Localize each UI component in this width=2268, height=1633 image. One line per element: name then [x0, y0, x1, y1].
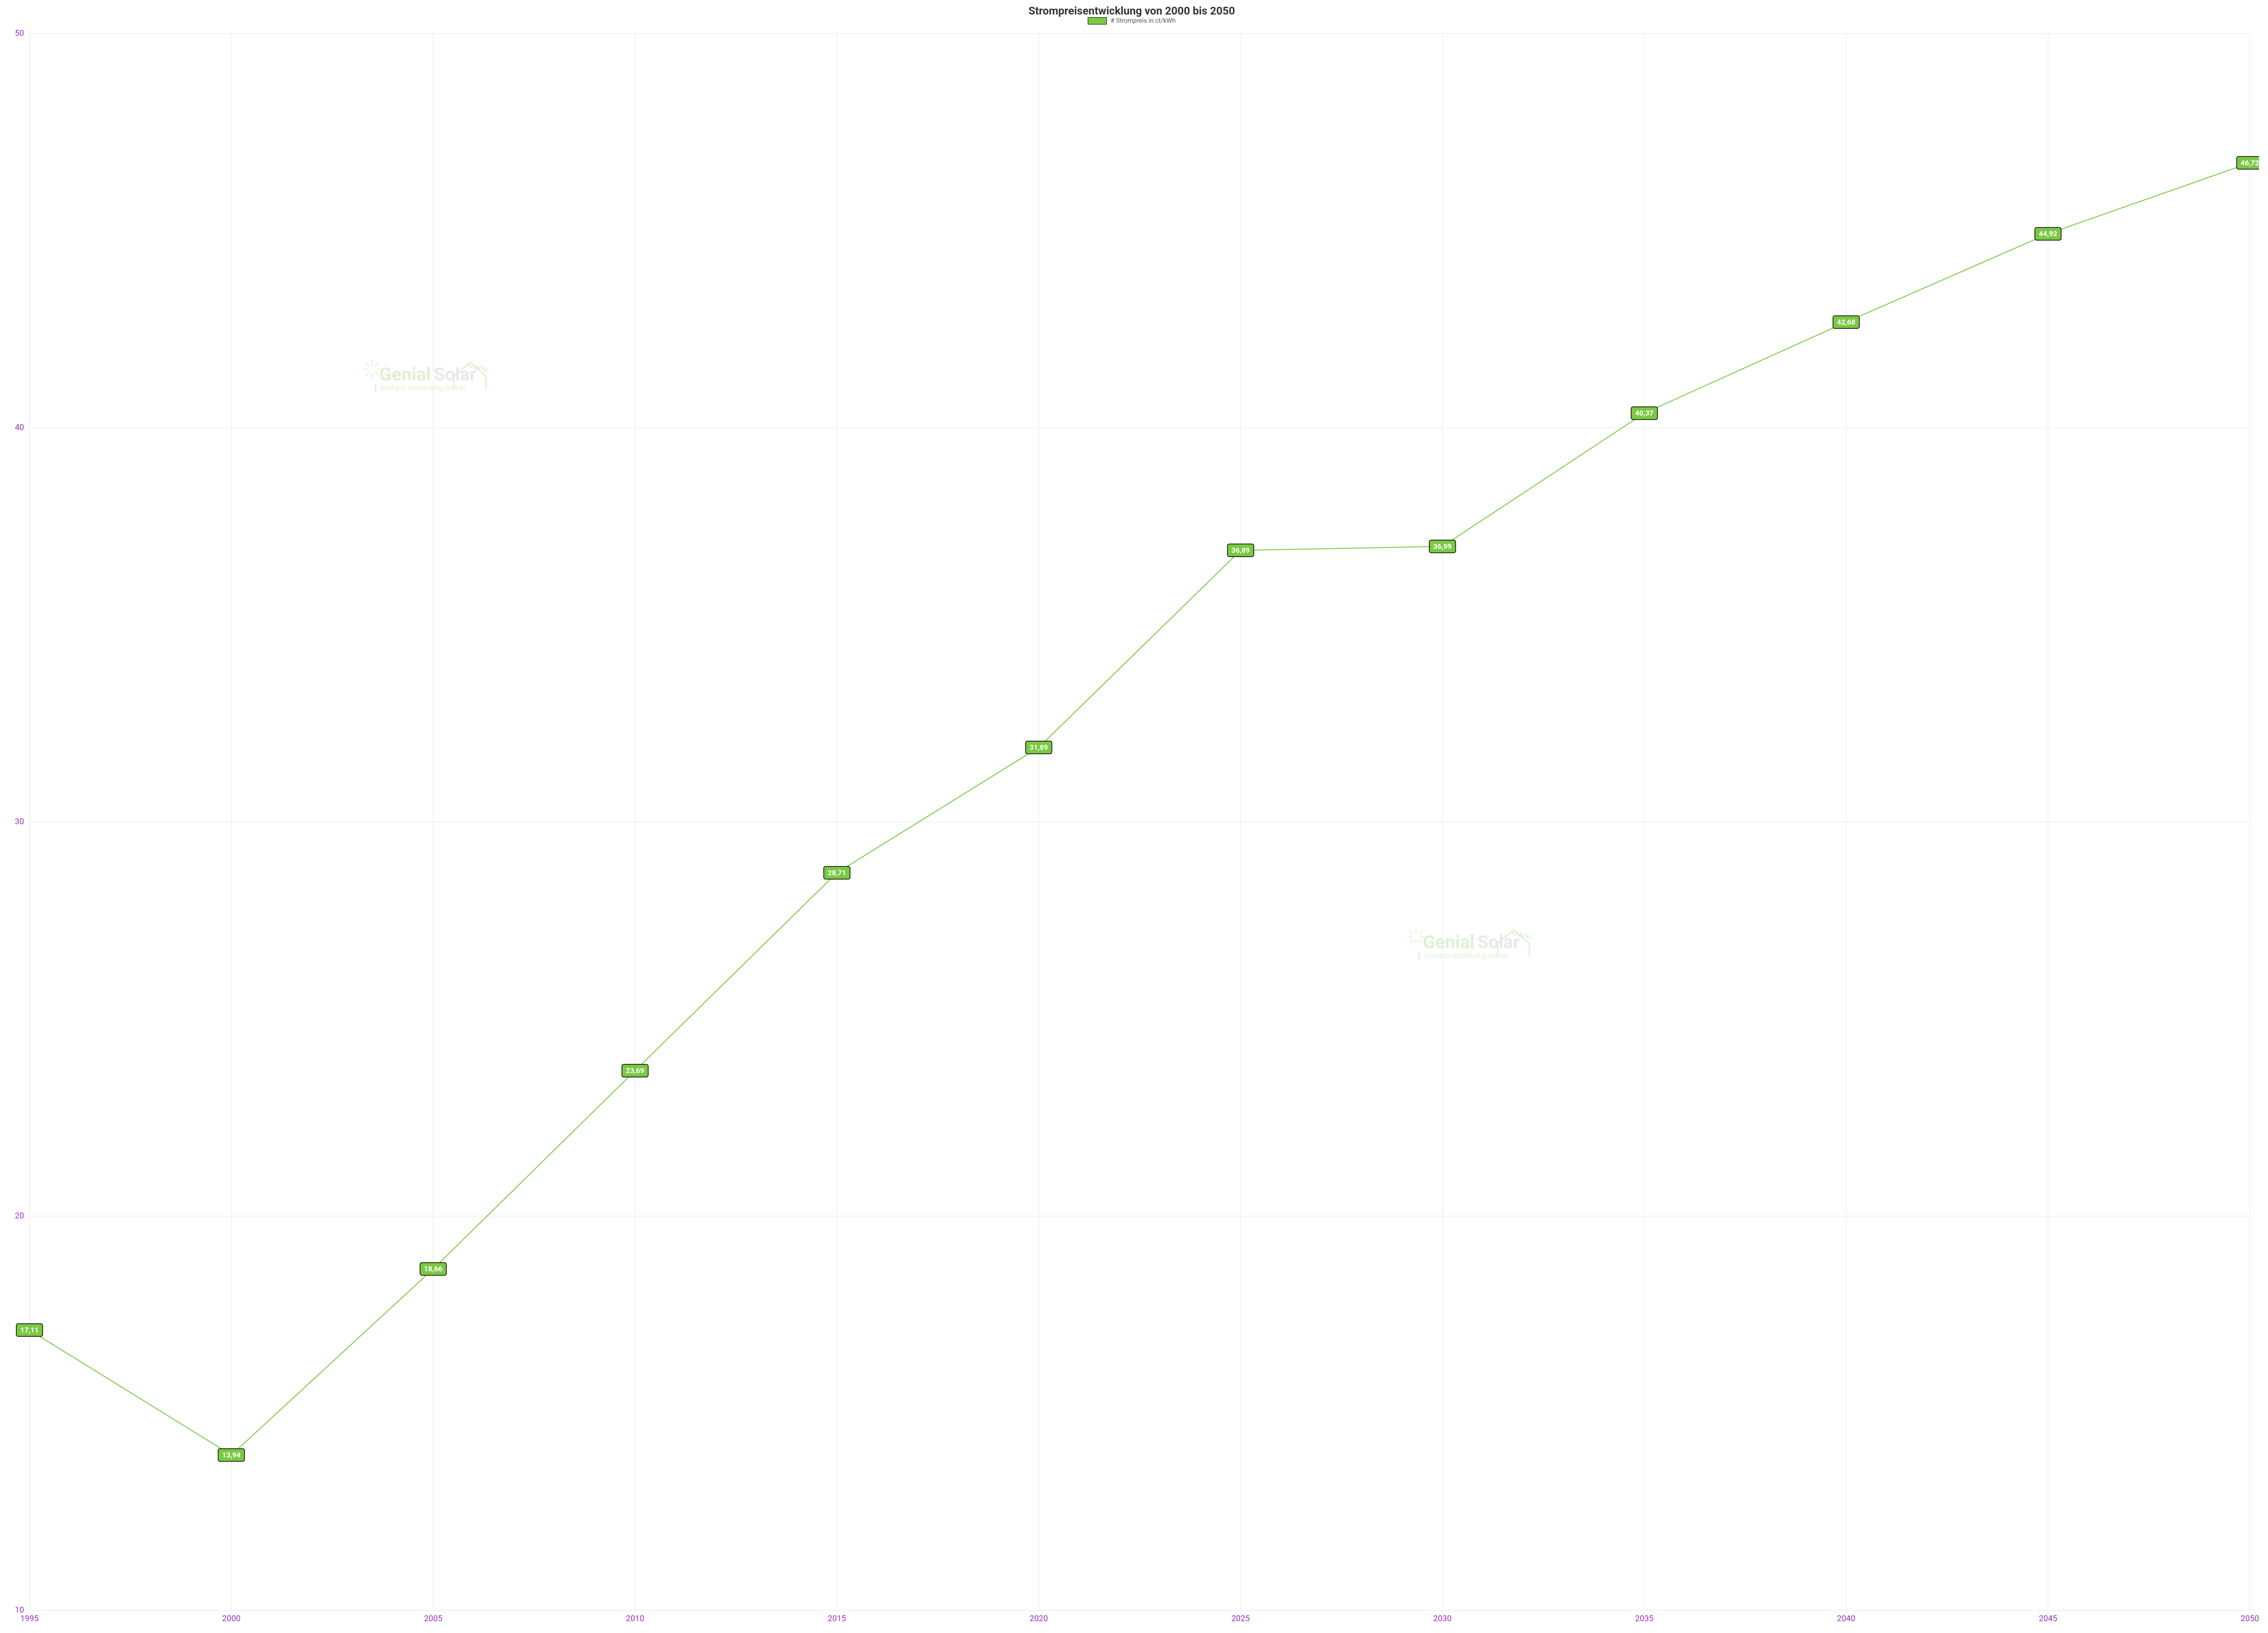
x-axis-tick-label: 2020 [1030, 1614, 1048, 1623]
x-axis-tick-label: 2015 [828, 1614, 846, 1623]
x-axis-tick-label: 2010 [626, 1614, 644, 1623]
chart-svg: GenialSolar©|Einfach.Nachhaltig.GenialGe… [5, 24, 2259, 1628]
svg-text:Genial: Genial [1423, 931, 1475, 953]
x-axis-tick-label: 2030 [1433, 1614, 1452, 1623]
x-axis-tick-label: 2000 [222, 1614, 240, 1623]
data-label-text: 17,11 [20, 1325, 39, 1334]
data-point[interactable]: 17,11 [16, 1324, 43, 1336]
data-point[interactable]: 42,68 [1833, 316, 1859, 328]
data-label-text: 28,71 [828, 868, 846, 877]
svg-text:Genial: Genial [379, 364, 431, 385]
svg-text:©: © [1527, 934, 1532, 942]
y-axis-tick-label: 40 [15, 423, 24, 432]
watermark: GenialSolar © |Einfach.Nachhaltig.Genial [363, 360, 489, 392]
data-label-text: 42,68 [1837, 318, 1856, 326]
data-point[interactable]: 18,66 [420, 1262, 446, 1275]
data-point[interactable]: 36,99 [1429, 540, 1456, 553]
chart-legend: # Strompreis in ct/kWh [5, 17, 2259, 24]
y-axis-tick-label: 30 [15, 817, 24, 826]
plot-area: GenialSolar©|Einfach.Nachhaltig.GenialGe… [5, 24, 2259, 1628]
y-axis-tick-label: 10 [15, 1605, 24, 1615]
svg-text:Solar: Solar [434, 364, 476, 385]
svg-text:|Einfach.Nachhaltig.Genial: |Einfach.Nachhaltig.Genial [1424, 951, 1509, 960]
data-point[interactable]: 28,71 [824, 866, 850, 879]
data-point[interactable]: 13,94 [218, 1449, 244, 1462]
x-axis-tick-label: 2050 [2241, 1614, 2259, 1623]
svg-text:Solar: Solar [1477, 931, 1520, 953]
y-axis-tick-label: 50 [15, 29, 24, 38]
data-point[interactable]: 40,37 [1631, 407, 1657, 420]
svg-text:|Einfach.Nachhaltig.Genial: |Einfach.Nachhaltig.Genial [380, 384, 465, 392]
data-point[interactable]: 36,89 [1227, 544, 1254, 557]
data-label-text: 40,37 [1635, 409, 1654, 417]
data-point[interactable]: 46,72 [2237, 156, 2259, 169]
data-point[interactable]: 23,69 [622, 1064, 648, 1077]
data-label-text: 36,89 [1232, 546, 1250, 554]
chart-title: Strompreisentwicklung von 2000 bis 2050 [5, 5, 2259, 17]
data-label-text: 13,94 [222, 1451, 241, 1459]
x-axis-tick-label: 2005 [424, 1614, 442, 1623]
legend-swatch [1088, 17, 1107, 24]
data-point[interactable]: 31,89 [1026, 741, 1052, 754]
data-point[interactable]: 44,92 [2035, 227, 2061, 240]
data-label-text: 31,89 [1030, 743, 1048, 752]
x-axis-tick-label: 2025 [1232, 1614, 1250, 1623]
x-axis-tick-label: 2045 [2039, 1614, 2057, 1623]
x-axis-tick-label: 2035 [1635, 1614, 1653, 1623]
x-axis-tick-label: 1995 [20, 1614, 39, 1623]
data-label-text: 46,72 [2241, 158, 2259, 167]
data-label-text: 36,99 [1433, 542, 1452, 551]
legend-label: # Strompreis in ct/kWh [1110, 17, 1175, 24]
y-axis-tick-label: 20 [15, 1211, 24, 1221]
series-line [29, 163, 2250, 1455]
data-label-text: 18,66 [424, 1265, 443, 1273]
data-label-text: 23,69 [626, 1066, 645, 1075]
x-axis-tick-label: 2040 [1837, 1614, 1855, 1623]
svg-text:©: © [484, 367, 489, 374]
watermark: GenialSolar © |Einfach.Nachhaltig.Genial [1407, 928, 1532, 960]
data-label-text: 44,92 [2039, 230, 2058, 238]
chart-container: Strompreisentwicklung von 2000 bis 2050 … [0, 0, 2268, 1633]
